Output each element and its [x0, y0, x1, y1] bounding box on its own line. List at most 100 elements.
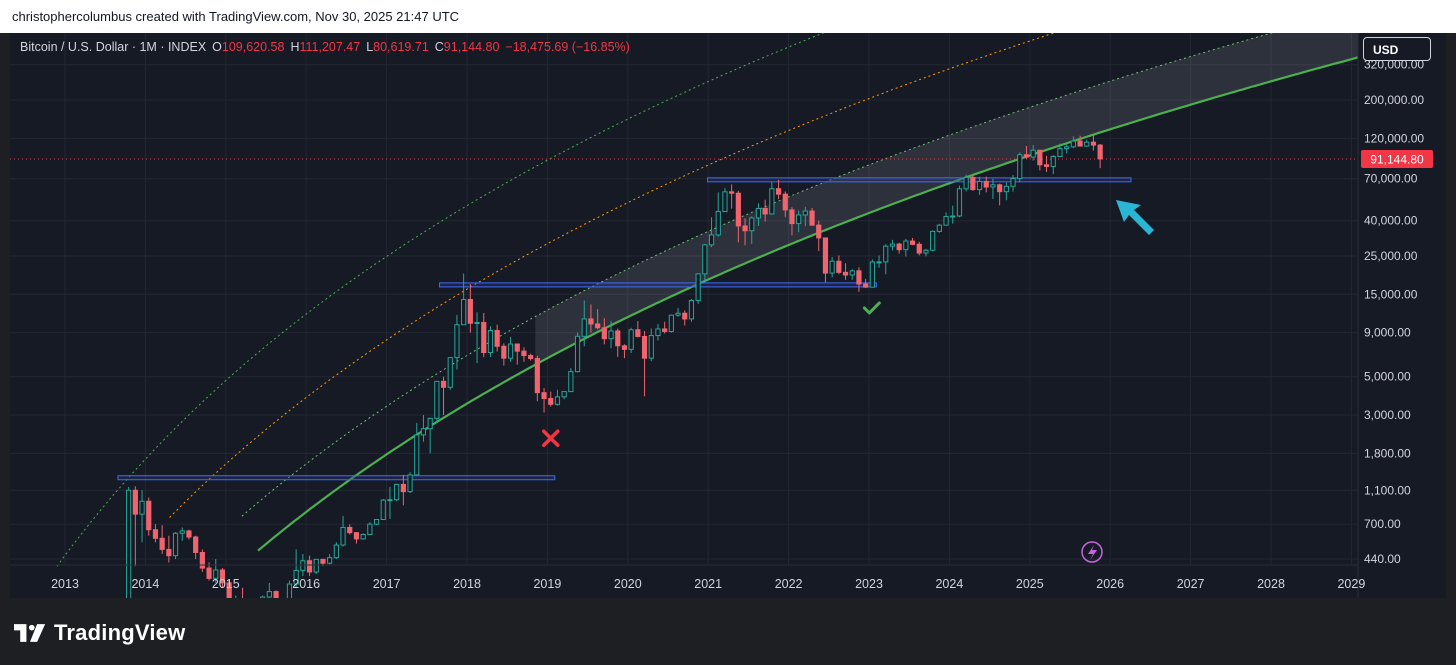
level-box	[117, 475, 556, 481]
candle-body	[1050, 155, 1056, 167]
candle-body	[742, 225, 748, 232]
candle-body	[876, 261, 882, 264]
candle-body	[146, 500, 152, 531]
candle-body	[749, 217, 755, 232]
candle-body	[970, 176, 976, 191]
candle-body	[822, 237, 829, 274]
candle-body	[635, 329, 641, 337]
candle-body	[320, 558, 326, 564]
candle-body	[769, 188, 775, 215]
price-badge-label: 91,144.80	[1370, 152, 1424, 166]
candle-body	[387, 499, 393, 502]
candle-body	[139, 500, 145, 515]
candle-body	[367, 523, 373, 535]
currency-button[interactable]: USD	[1363, 37, 1431, 61]
candle-body	[909, 240, 916, 245]
time-tick-label: 2025	[1016, 577, 1044, 591]
candle-body	[889, 243, 896, 247]
candle-body	[514, 343, 520, 352]
time-tick-label: 2013	[51, 577, 79, 591]
level-box	[707, 177, 1132, 183]
candle-body	[447, 357, 453, 388]
candle-body	[930, 230, 936, 251]
candle-body	[179, 530, 185, 534]
tradingview-logo: TradingView	[14, 620, 185, 646]
candle-body	[199, 551, 205, 569]
candle-body	[809, 210, 815, 226]
candle-body	[662, 328, 668, 332]
candle-body	[574, 335, 581, 373]
channel-upper-curve	[241, 33, 1274, 517]
candle-body	[414, 434, 420, 476]
horizontal-levels	[10, 158, 1358, 481]
candle-body	[976, 180, 983, 191]
low-value: 80,619.71	[373, 40, 429, 54]
time-tick-label: 2027	[1177, 577, 1205, 591]
open-label: O	[212, 40, 222, 54]
candle-body	[595, 323, 601, 329]
chart-area[interactable]: 320,000.00 200,000.00 120,000.00 70,000.00 4…	[10, 33, 1446, 598]
candle-body	[454, 324, 460, 359]
candle-body	[554, 396, 561, 405]
candle-body	[501, 345, 507, 359]
candle-body	[1023, 154, 1030, 158]
candle-body	[648, 335, 654, 359]
candle-body	[126, 489, 132, 598]
chart-caption: christophercolumbus created with Trading…	[12, 9, 460, 24]
price-chart[interactable]: 320,000.00 200,000.00 120,000.00 70,000.00 4…	[10, 33, 1446, 598]
candle-body	[789, 209, 795, 225]
candle-body	[762, 207, 768, 215]
check-marker	[862, 301, 881, 315]
time-tick-label: 2014	[131, 577, 159, 591]
price-tick-label: 25,000.00	[1364, 249, 1418, 263]
candle-body	[802, 210, 808, 216]
candle-body	[1030, 149, 1036, 158]
candle-body	[380, 499, 386, 520]
candle-body	[842, 271, 849, 276]
time-tick-label: 2015	[212, 577, 240, 591]
candle-body	[601, 327, 607, 340]
price-tick-label: 1,100.00	[1364, 483, 1411, 497]
candle-body	[266, 591, 272, 598]
candle-body	[695, 273, 701, 302]
time-tick-label: 2023	[855, 577, 883, 591]
candle-body	[1077, 140, 1083, 147]
candle-body	[260, 596, 266, 598]
candle-body	[273, 591, 279, 598]
candle-body	[159, 537, 165, 550]
price-tick-label: 9,000.00	[1364, 326, 1411, 340]
candle-body	[407, 474, 413, 493]
candles	[126, 134, 1103, 598]
price-axis-bg	[1358, 33, 1446, 598]
candle-body	[863, 283, 869, 288]
change-value: −18,475.69 (−16.85%)	[505, 40, 630, 54]
ohlc-legend: Bitcoin / U.S. Dollar · 1M · INDEX O109,6…	[20, 40, 630, 54]
candle-body	[226, 582, 232, 598]
candle-body	[675, 312, 681, 316]
candle-body	[1070, 140, 1076, 148]
candle-body	[440, 380, 447, 388]
candle-body	[628, 329, 634, 350]
candle-body	[1003, 185, 1009, 193]
candle-body	[950, 215, 956, 218]
time-tick-label: 2021	[694, 577, 722, 591]
candle-body	[936, 224, 942, 232]
candle-body	[1090, 141, 1097, 146]
lightning-icon	[1081, 541, 1103, 563]
candle-body	[327, 557, 333, 564]
price-tick-label: 320,000.00	[1364, 58, 1424, 72]
tradingview-logo-icon	[14, 624, 46, 642]
candle-body	[943, 216, 949, 226]
candle-body	[621, 345, 628, 350]
candle-body	[608, 330, 614, 340]
candle-body	[1084, 141, 1090, 147]
level-box	[439, 282, 877, 288]
candle-body	[655, 328, 661, 337]
caption-bar: christophercolumbus created with Trading…	[0, 0, 1456, 33]
candle-body	[306, 560, 313, 573]
candle-body	[581, 318, 587, 337]
candle-body	[340, 526, 346, 546]
lightning-bolt	[1088, 545, 1097, 560]
candle-body	[427, 417, 433, 430]
candle-body	[796, 214, 802, 225]
